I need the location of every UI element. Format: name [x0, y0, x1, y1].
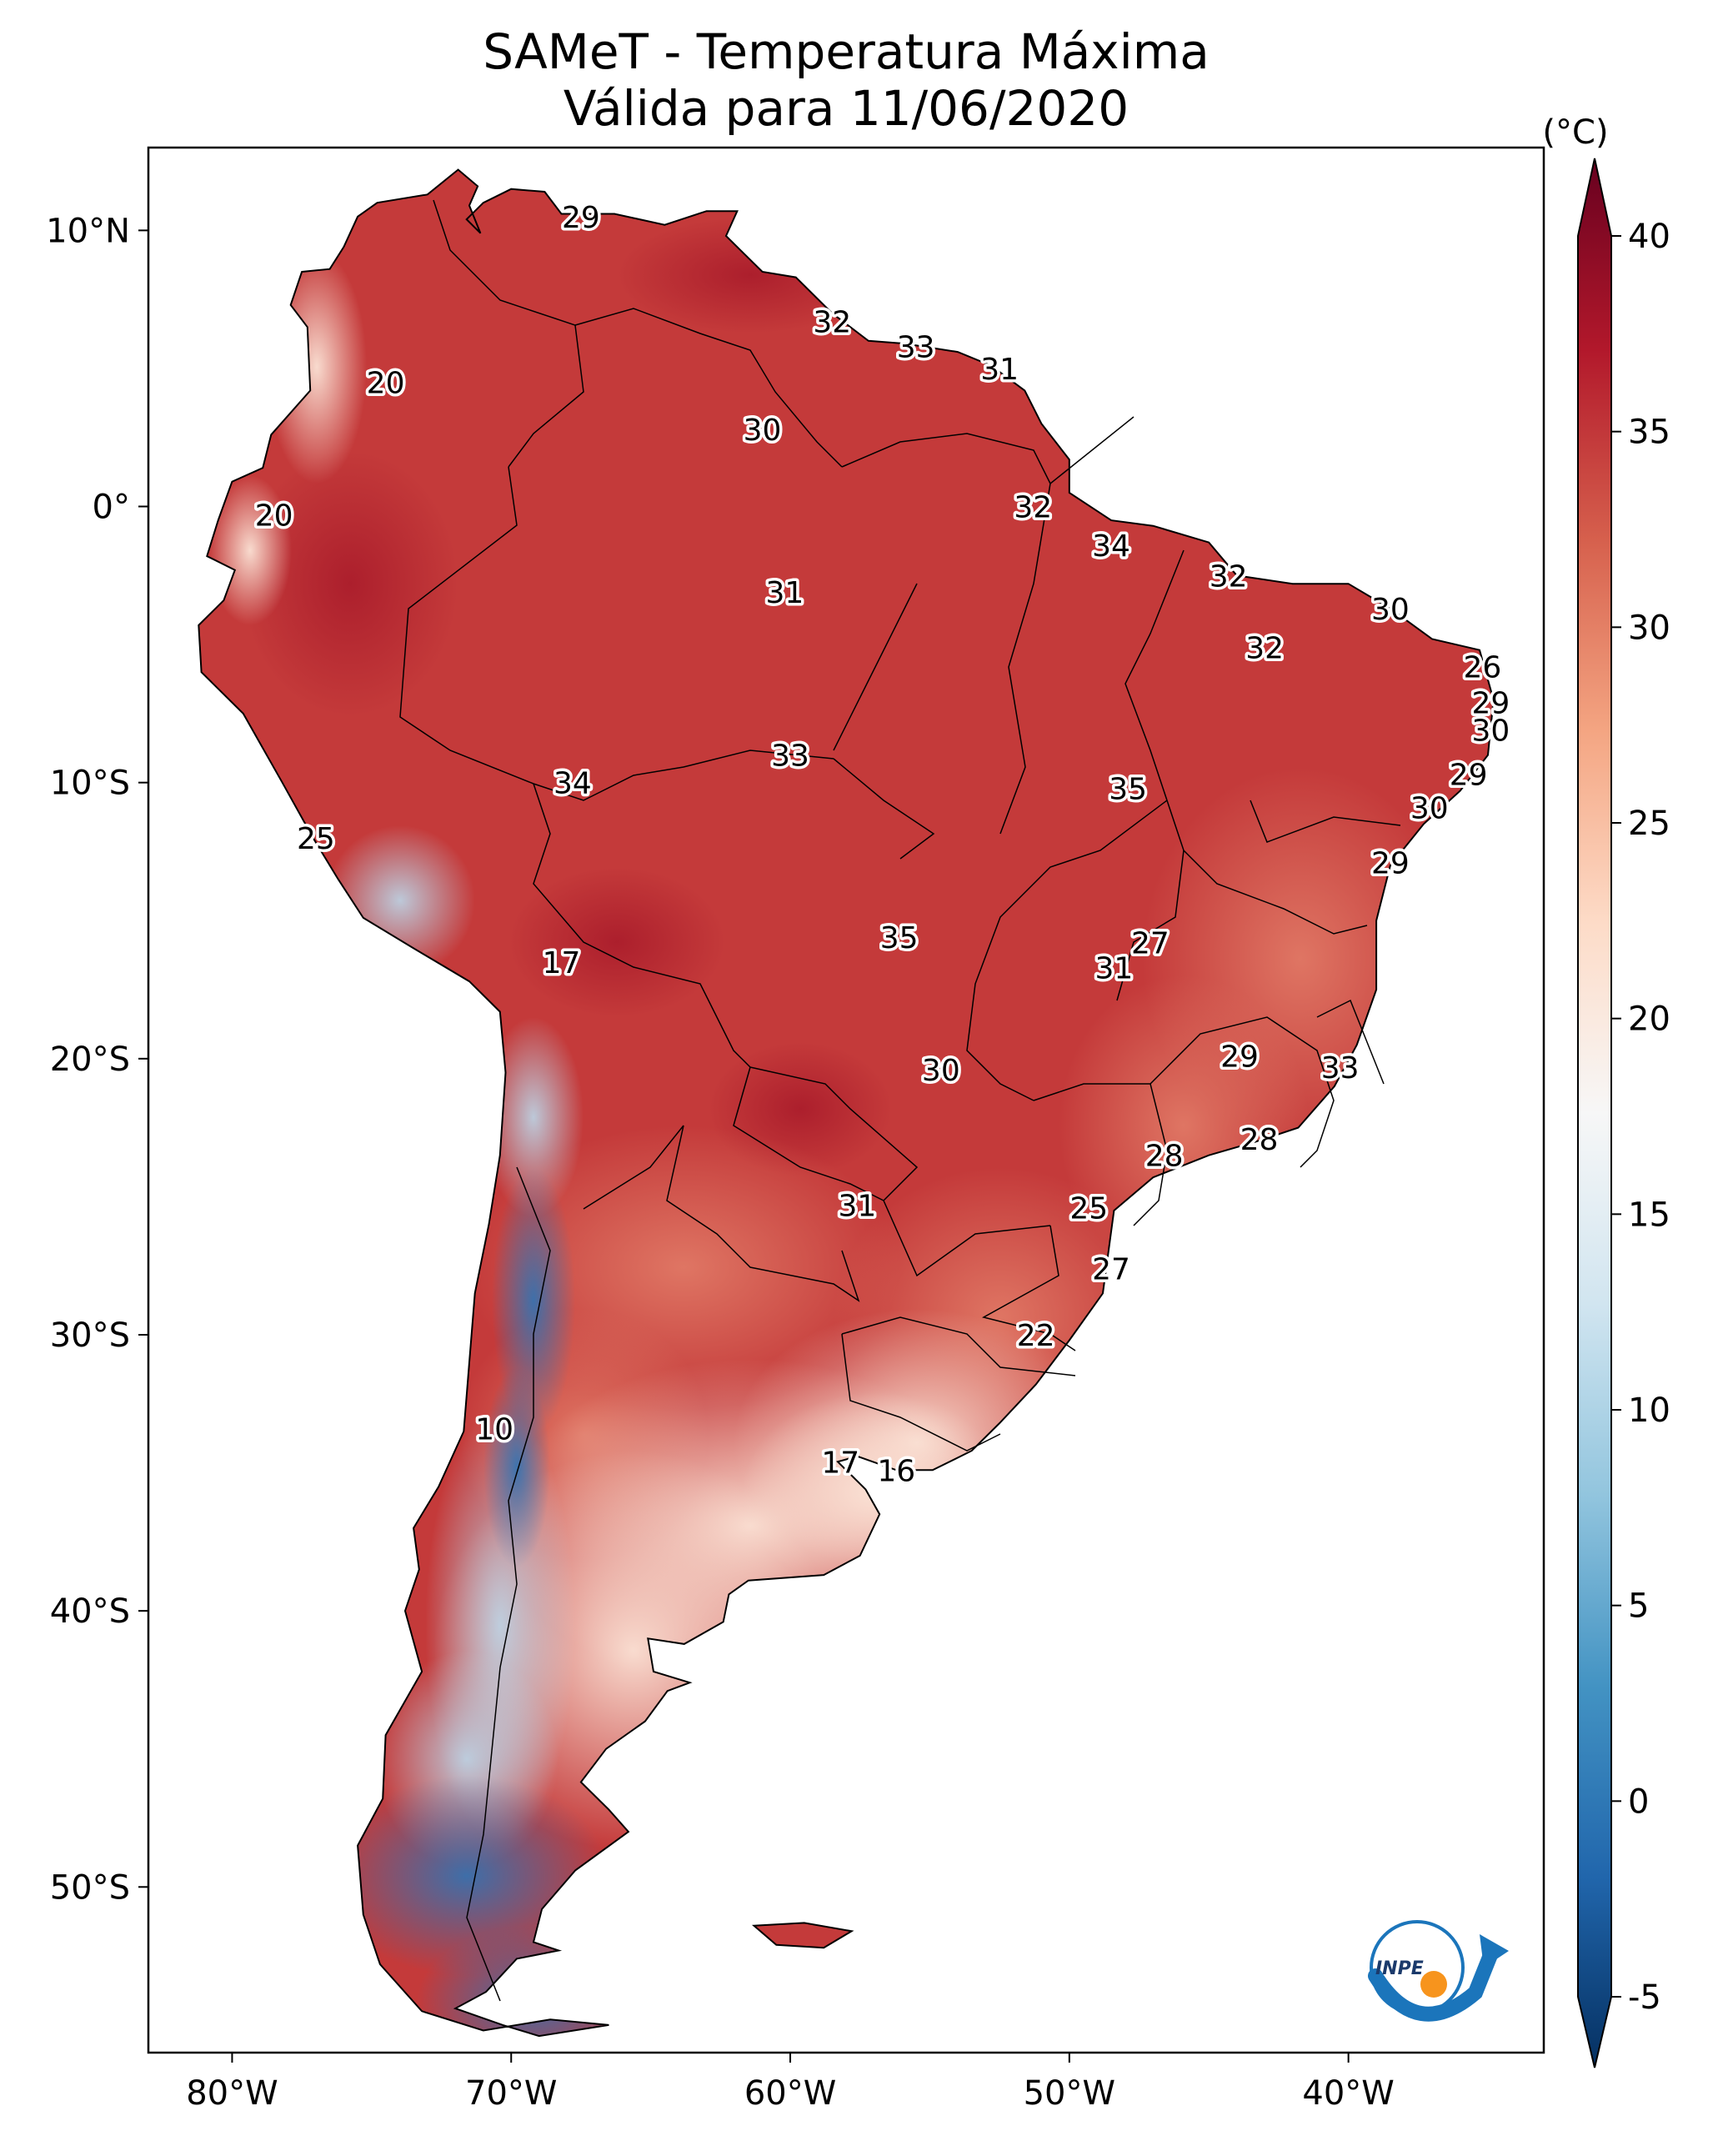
x-tick-label: 50°W	[1024, 2074, 1115, 2113]
colorbar-unit: (°C)	[1542, 113, 1608, 152]
temperature-value-label: 30	[744, 414, 782, 448]
coastline	[198, 168, 1495, 2038]
temperature-value-label: 17	[543, 946, 581, 980]
inpe-logo: INPE	[1368, 1920, 1509, 2022]
temperature-value-label: 29	[1471, 687, 1510, 721]
colorbar-tick-label: 40	[1628, 218, 1670, 256]
colorbar-tick-label: 35	[1628, 414, 1670, 452]
temperature-value-label: 32	[813, 306, 851, 340]
temperature-value-label: 22	[1017, 1319, 1055, 1353]
colorbar-tick-label: 0	[1628, 1782, 1649, 1821]
colorbar: 40 35 30 25 20 15 10 5 0 -5 (°C)	[1542, 113, 1670, 2068]
temperature-value-label: 32	[1014, 491, 1052, 525]
colorbar-tick-label: 20	[1628, 1000, 1670, 1039]
x-tick-label: 80°W	[186, 2074, 278, 2113]
x-tick-label: 40°W	[1302, 2074, 1394, 2113]
temperature-value-label: 29	[1371, 847, 1410, 881]
colorbar-tick-label: 15	[1628, 1196, 1670, 1234]
temperature-value-label: 33	[1321, 1051, 1360, 1086]
map-title: SAMeT - Temperatura Máxima Válida para 1…	[150, 23, 1542, 137]
temperature-value-label: 31	[765, 576, 804, 610]
temperature-value-label: 30	[922, 1054, 960, 1088]
temperature-value-label: 30	[1471, 714, 1510, 749]
logo-text: INPE	[1375, 1958, 1424, 1979]
latitude-axis: 10°N 0° 10°S 20°S 30°S 40°S 50°S	[46, 212, 148, 1907]
y-tick-label: 10°S	[50, 765, 130, 803]
colorbar-tick-label: -5	[1628, 1978, 1661, 2017]
title-line-2: Válida para 11/06/2020	[563, 80, 1129, 137]
temperature-value-label: 26	[1463, 651, 1501, 685]
longitude-axis: 80°W 70°W 60°W 50°W 40°W	[186, 2053, 1395, 2113]
temperature-value-label: 34	[553, 767, 592, 801]
y-tick-label: 30°S	[50, 1316, 130, 1355]
colorbar-tick-label: 25	[1628, 805, 1670, 843]
title-line-1: SAMeT - Temperatura Máxima	[483, 23, 1210, 80]
colorbar-tick-label: 5	[1628, 1587, 1649, 1626]
y-tick-label: 40°S	[50, 1592, 130, 1631]
temperature-value-label: 31	[980, 353, 1019, 387]
temperature-value-label: 31	[1095, 952, 1134, 986]
temperature-value-label: 35	[880, 921, 919, 955]
country-borders	[399, 199, 1401, 2002]
x-tick-label: 70°W	[465, 2074, 557, 2113]
temperature-value-label: 27	[1092, 1253, 1130, 1287]
temperature-value-label: 29	[1450, 759, 1488, 793]
y-tick-label: 20°S	[50, 1040, 130, 1079]
temperature-value-label: 29	[562, 201, 600, 235]
temperature-value-label: 30	[1410, 791, 1449, 825]
y-tick-label: 10°N	[46, 212, 130, 250]
temperature-value-label: 27	[1131, 927, 1170, 961]
temperature-value-label: 33	[771, 740, 809, 774]
temperature-value-label: 20	[367, 366, 405, 400]
y-tick-label: 50°S	[50, 1868, 130, 1907]
temperature-value-label: 34	[1092, 529, 1130, 564]
temperature-value-label: 31	[838, 1189, 876, 1223]
temperature-value-label: 28	[1145, 1140, 1184, 1174]
temperature-value-label: 33	[897, 330, 935, 364]
colorbar-tick-label: 10	[1628, 1391, 1670, 1430]
temperature-value-label: 30	[1371, 593, 1410, 627]
temperature-value-label: 25	[297, 822, 335, 856]
temperature-value-label: 17	[821, 1446, 859, 1480]
temperature-value-label: 20	[255, 499, 293, 533]
temperature-value-label: 32	[1245, 631, 1284, 665]
temperature-value-label: 32	[1210, 559, 1248, 594]
temperature-value-label: 28	[1240, 1123, 1279, 1157]
colorbar-tick-label: 30	[1628, 609, 1670, 647]
temperature-value-label: 25	[1069, 1192, 1108, 1226]
y-tick-label: 0°	[93, 489, 130, 527]
temperature-value-label: 16	[877, 1454, 915, 1488]
temperature-value-label: 35	[1109, 772, 1147, 806]
temperature-value-label: 29	[1220, 1040, 1259, 1075]
map-frame	[147, 146, 1545, 2054]
temperature-value-label: 10	[475, 1413, 513, 1447]
x-tick-label: 60°W	[744, 2074, 836, 2113]
